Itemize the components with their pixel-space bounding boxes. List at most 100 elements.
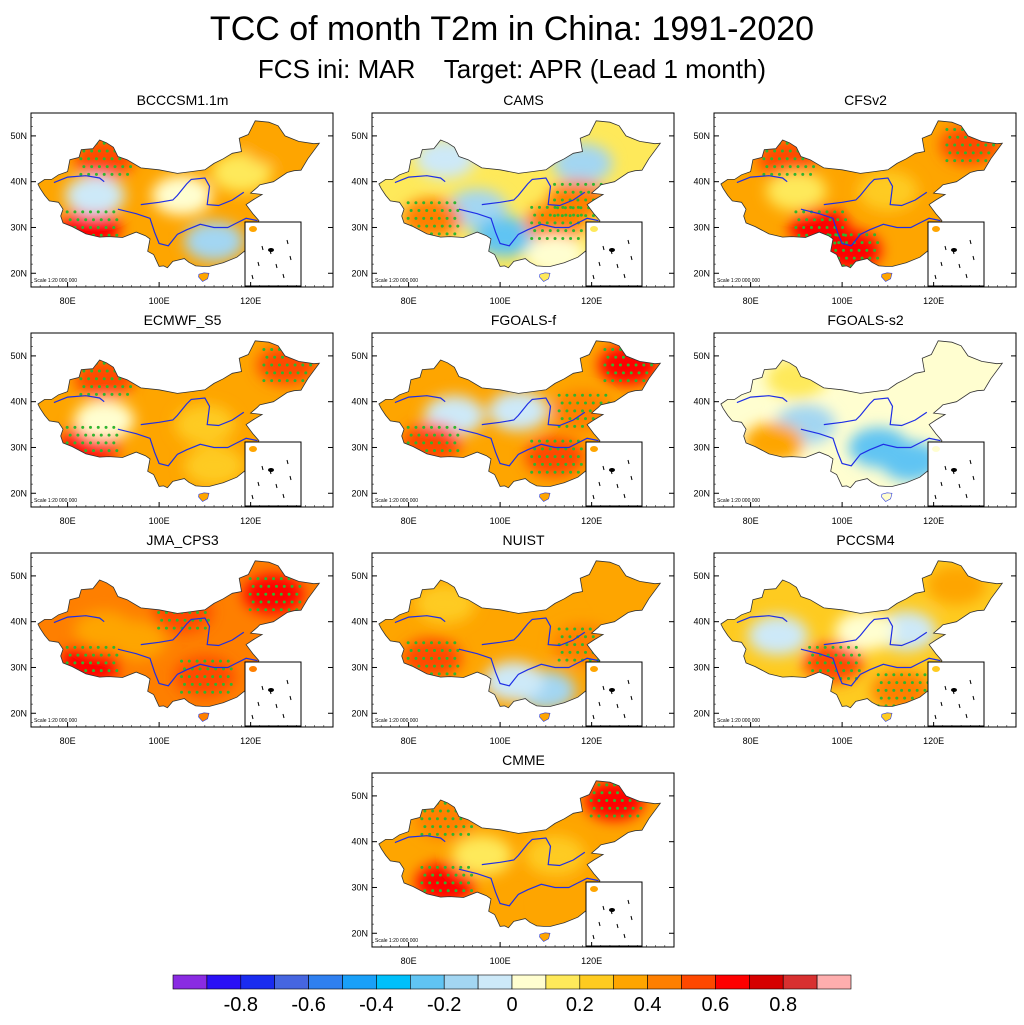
significance-dot	[443, 881, 447, 885]
figure-subtitle: FCS ini: MAR Target: APR (Lead 1 month)	[257, 54, 767, 84]
colorbar-tick-label: -0.4	[359, 994, 393, 1016]
significance-dot	[87, 172, 91, 176]
significance-dot	[596, 393, 600, 397]
significance-dot	[218, 659, 222, 663]
significance-dot	[467, 832, 471, 836]
significance-dot	[84, 653, 88, 657]
significance-dot	[849, 248, 853, 252]
significance-dot	[432, 649, 436, 653]
significance-dot	[608, 791, 612, 795]
significance-dot	[533, 213, 537, 217]
yangtze-river	[458, 648, 599, 687]
significance-dot	[576, 470, 580, 474]
significance-dot	[414, 425, 418, 429]
inset-island	[249, 226, 257, 232]
significance-dot	[548, 462, 552, 466]
significance-dot	[420, 832, 424, 836]
significance-dot	[873, 233, 877, 237]
significance-dot	[113, 165, 117, 169]
significance-dot	[437, 641, 441, 645]
china-border	[37, 340, 321, 489]
inset-island-mark	[623, 713, 626, 719]
inset-island-mark	[958, 483, 961, 489]
significance-dot	[102, 377, 106, 381]
inset-island-mark	[627, 459, 630, 465]
significance-dot	[584, 198, 588, 202]
significance-dot	[262, 379, 266, 383]
significance-dot	[560, 401, 564, 405]
significance-dot	[226, 659, 230, 663]
significance-dot	[104, 441, 108, 445]
significance-dot	[603, 363, 607, 367]
significance-dot	[110, 172, 114, 176]
significance-dot	[556, 229, 560, 233]
significance-dot	[823, 645, 827, 649]
significance-dot	[115, 449, 119, 453]
significance-dot	[884, 688, 888, 692]
significance-dot	[65, 425, 69, 429]
inset-island-mark	[592, 274, 595, 280]
significance-dot	[429, 656, 433, 660]
map-svg: Scale 1:20 000 000 50N 40N 30N 20N 80E 100E 120…	[693, 552, 1017, 746]
significance-dot	[895, 696, 899, 700]
yangtze-river	[458, 208, 599, 247]
colorbar-swatch	[206, 974, 242, 990]
significance-dot	[533, 229, 537, 233]
significance-dot	[580, 643, 584, 647]
inset-island-mark	[598, 921, 601, 927]
inset-island-mark	[282, 493, 285, 499]
significance-dot	[584, 182, 588, 186]
tcc-region	[451, 835, 512, 876]
significance-dot	[425, 649, 429, 653]
significance-dot	[459, 881, 463, 885]
significance-dot	[560, 198, 564, 202]
significance-dot	[451, 817, 455, 821]
significance-dot	[422, 441, 426, 445]
significance-dot	[808, 661, 812, 665]
y-tick-label: 30N	[693, 222, 710, 232]
significance-dot	[533, 447, 537, 451]
significance-dot	[126, 392, 130, 396]
south-china-sea-inset	[244, 661, 302, 727]
significance-dot	[992, 143, 996, 147]
colorbar-swatch	[647, 974, 682, 990]
significance-dot	[563, 190, 567, 194]
significance-dot	[564, 213, 568, 217]
significance-dot	[282, 584, 286, 588]
significance-dot	[431, 825, 435, 829]
significance-dot	[580, 409, 584, 413]
inset-island	[249, 446, 257, 452]
significance-dot	[900, 673, 904, 677]
significance-dot	[892, 673, 896, 677]
scale-label: Scale 1:20 000 000	[717, 718, 760, 724]
significance-dot	[91, 669, 95, 673]
inset-island-mark	[609, 688, 615, 692]
significance-dot	[530, 236, 534, 240]
y-tick-label: 30N	[351, 662, 368, 672]
significance-dot	[537, 205, 541, 209]
inset-island-mark	[616, 483, 619, 489]
significance-dot	[448, 224, 452, 228]
significance-dot	[425, 664, 429, 668]
significance-dot	[796, 165, 800, 169]
significance-dot	[443, 832, 447, 836]
significance-dot	[438, 889, 442, 893]
significance-dot	[817, 210, 821, 214]
significance-dot	[112, 441, 116, 445]
significance-dot	[105, 369, 109, 373]
significance-dot	[639, 806, 643, 810]
significance-dot	[569, 439, 573, 443]
panel-title: ECMWF_S5	[143, 312, 222, 328]
inset-island-mark	[602, 245, 605, 251]
significance-dot	[569, 236, 573, 240]
significance-dot	[545, 236, 549, 240]
inset-island-mark	[630, 915, 633, 921]
significance-dot	[553, 455, 557, 459]
map-svg: Scale 1:20 000 000 50N 40N 30N 20N 80E 100E 120…	[351, 112, 675, 306]
significance-dot	[797, 218, 801, 222]
significance-dot	[298, 600, 302, 604]
significance-dot	[422, 425, 426, 429]
significance-dot	[553, 439, 557, 443]
significance-dot	[94, 172, 98, 176]
significance-dot	[214, 682, 218, 686]
